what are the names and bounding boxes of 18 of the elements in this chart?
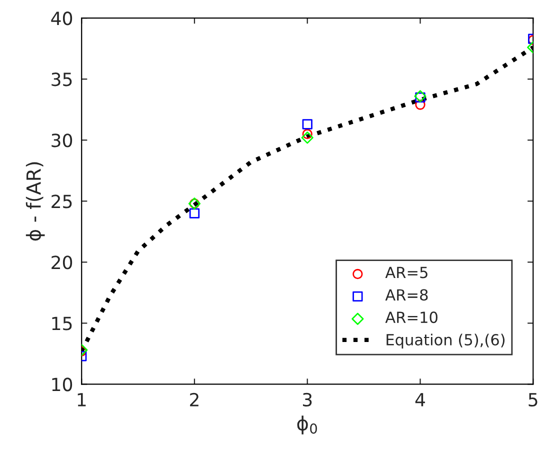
y-tick-label: 40: [51, 12, 72, 26]
legend-label: Equation (5),(6): [386, 334, 505, 348]
y-axis-title: ϕ - f(AR): [26, 162, 45, 241]
y-tick-label: 20: [52, 256, 72, 270]
x-tick-label: 5: [528, 393, 538, 407]
x-axis-title: ϕ$_{0}$: [297, 416, 317, 434]
x-tick-label: 1: [78, 393, 86, 406]
legend-label: AR=8: [385, 289, 428, 301]
y-tick-label: 30: [52, 134, 72, 148]
legend-label: AR=10: [385, 312, 438, 324]
x-tick-label: 2: [190, 392, 198, 406]
legend-label: AR=5: [385, 266, 428, 278]
x-tick-label: 4: [415, 393, 425, 406]
x-tick-label: 3: [302, 392, 312, 407]
y-tick-label: 15: [52, 316, 72, 330]
y-tick-label: 35: [52, 72, 72, 86]
y-tick-label: 25: [52, 194, 72, 208]
y-tick-label: 10: [52, 378, 72, 392]
